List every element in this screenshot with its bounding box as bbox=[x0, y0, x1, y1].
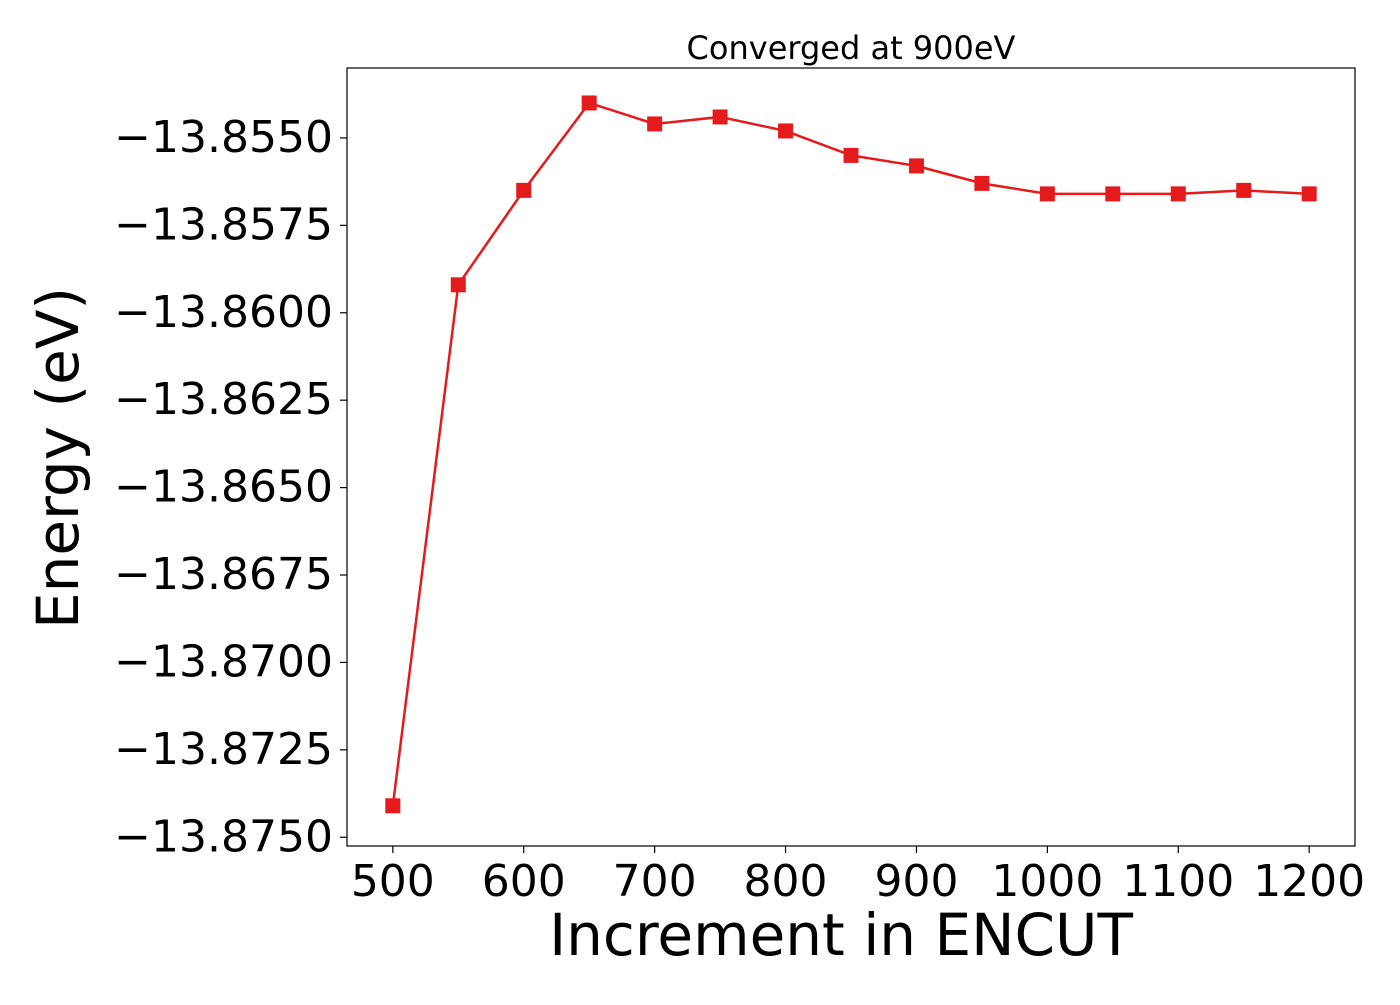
plot-area-frame bbox=[346, 67, 1356, 847]
data-point bbox=[712, 109, 728, 125]
data-point bbox=[1301, 186, 1317, 202]
series-layer bbox=[385, 95, 1317, 814]
y-tick-label: −13.8650 bbox=[114, 462, 333, 513]
data-point bbox=[778, 123, 794, 139]
data-point bbox=[516, 182, 532, 198]
x-axis: 500 600 700 800 900 1000 1100 1200 bbox=[351, 846, 1365, 907]
x-tick-label: 500 bbox=[351, 856, 435, 907]
y-tick-label: −13.8550 bbox=[114, 112, 333, 163]
y-tick-label: −13.8700 bbox=[114, 636, 333, 687]
data-point bbox=[450, 277, 466, 293]
y-tick-label: −13.8625 bbox=[114, 374, 333, 425]
y-axis-label: Energy (eV) bbox=[24, 287, 92, 629]
data-point bbox=[647, 116, 663, 132]
x-tick-label: 800 bbox=[744, 856, 828, 907]
data-point bbox=[1236, 182, 1252, 198]
y-tick-label: −13.8575 bbox=[114, 199, 333, 250]
y-axis: −13.8550 −13.8575 −13.8600 −13.8625 −13.8650… bbox=[114, 112, 347, 862]
x-tick-label: 700 bbox=[613, 856, 697, 907]
x-axis-label: Increment in ENCUT bbox=[549, 901, 1133, 969]
y-tick-label: −13.8750 bbox=[114, 811, 333, 862]
y-tick-label: −13.8600 bbox=[114, 287, 333, 338]
chart-title: Converged at 900eV bbox=[687, 29, 1016, 67]
y-tick-label: −13.8725 bbox=[114, 724, 333, 775]
data-point bbox=[1039, 186, 1055, 202]
data-point bbox=[1170, 186, 1186, 202]
data-point bbox=[843, 147, 859, 163]
x-tick-label: 600 bbox=[482, 856, 566, 907]
data-point bbox=[908, 158, 924, 174]
data-point bbox=[581, 95, 597, 111]
x-tick-label: 1200 bbox=[1253, 856, 1365, 907]
data-point bbox=[385, 798, 401, 814]
series-line bbox=[391, 101, 1310, 806]
x-tick-label: 1000 bbox=[991, 856, 1103, 907]
y-tick-label: −13.8675 bbox=[114, 549, 333, 600]
data-point bbox=[974, 175, 990, 191]
data-point bbox=[1105, 186, 1121, 202]
x-tick-label: 900 bbox=[874, 856, 958, 907]
x-tick-label: 1100 bbox=[1122, 856, 1234, 907]
